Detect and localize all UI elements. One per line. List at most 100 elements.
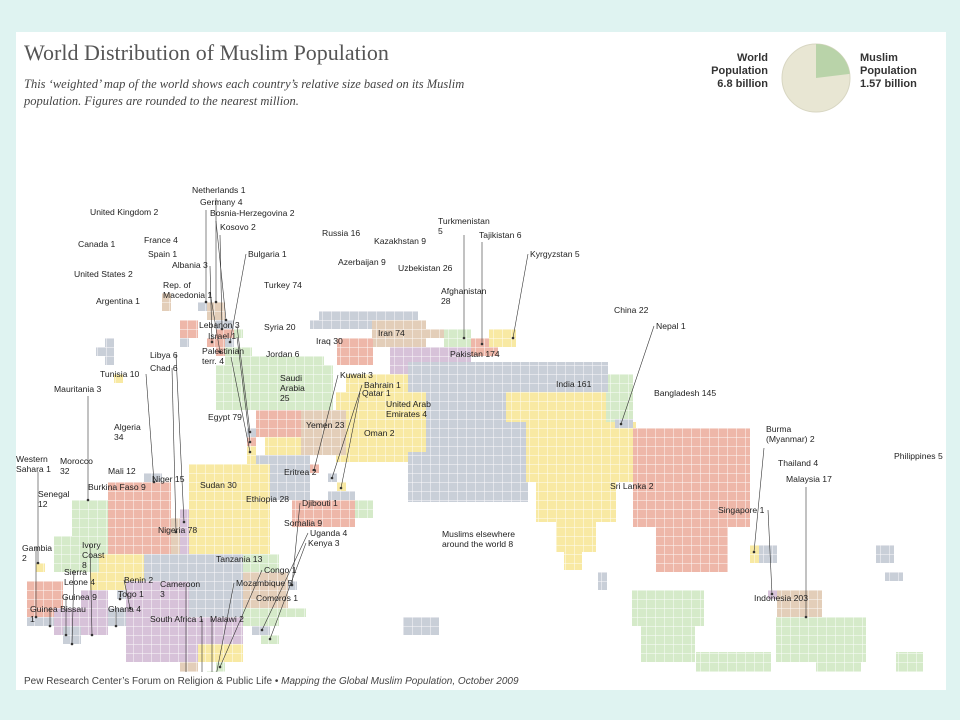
country-block-guinea-bissau [45,617,54,626]
country-block-togo [117,590,126,599]
country-label-line: Mali 12 [108,466,136,476]
country-label-philippines: Philippines 5 [894,451,943,461]
leader-dot-western-sahara [36,561,40,565]
country-label-nepal: Nepal 1 [656,321,686,331]
country-tile-grid [598,572,607,590]
leader-dot-togo [118,597,122,601]
country-block-spain [180,338,189,347]
country-label-line: Libya 6 [150,350,178,360]
country-tile-grid [776,617,866,662]
country-label-line: Ghana 4 [108,604,141,614]
country-label-line: Burkina Faso 9 [88,482,146,492]
source-organization: Pew Research Center’s Forum on Religion … [24,676,273,687]
country-label-line: 28 [441,296,451,306]
country-tile-grid [243,572,288,608]
country-label-bulgaria: Bulgaria 1 [248,249,287,259]
country-label-line: Tanzania 13 [216,554,263,564]
country-label-line: Netherlands 1 [192,185,246,195]
country-block-nepal [615,419,633,428]
country-label-line: Uganda 4 [310,528,347,538]
leader-line-benin [123,579,131,609]
leader-line-libya [175,354,185,523]
country-block-germany [207,302,225,320]
country-tile-grid [247,428,256,437]
leader-line-nepal [620,325,655,425]
country-label-thailand: Thailand 4 [778,458,818,468]
country-label-line: Tunisia 10 [100,369,140,379]
country-label-germany: Germany 4 [200,197,243,207]
country-label-line: Lebanon 3 [199,320,240,330]
leader-dot-uganda [260,628,264,632]
country-label-oman: Oman 2 [364,428,395,438]
country-tile-grid [216,365,333,410]
country-tile-grid [105,338,114,347]
country-label-mozambique: Mozambique 5 [236,578,293,588]
country-block-algeria [108,482,171,554]
country-block-libya [180,509,189,554]
country-tile-grid [279,608,306,617]
country-tile-grid [180,509,189,554]
country-label-burma-myanmar: Burma (Myanmar) 2 [766,424,815,444]
country-block-netherlands [198,302,207,311]
country-tile-grid [337,338,373,365]
country-tile-grid [27,617,45,626]
country-tile-grid [189,554,243,617]
country-block-western-sahara [36,563,45,572]
country-tile-grid [355,500,373,518]
country-label-line: Emirates 4 [386,409,427,419]
country-block-kosovo [216,329,234,338]
country-label-sri-lanka: Sri Lanka 2 [610,481,654,491]
country-block-ivory-coast [81,590,108,635]
country-label-line: Oman 2 [364,428,395,438]
country-label-line: Iran 74 [378,328,405,338]
country-label-sudan: Sudan 30 [200,480,237,490]
leader-dot-burma-myanmar [752,550,756,554]
country-label-kenya: Kenya 3 [308,538,340,548]
leader-dot-lebanon [248,430,252,434]
country-label-indonesia: Indonesia 203 [754,593,808,603]
country-label-line: Ivory [82,540,101,550]
country-block-egypt [189,464,270,554]
country-label-line: Uzbekistan 26 [398,263,453,273]
country-label-line: Canada 1 [78,239,115,249]
country-label-line: Guinea Bissau [30,604,86,614]
leader-line-kosovo [219,234,223,330]
country-label-turkey: Turkey 74 [264,280,302,290]
country-tile-grid [759,545,777,563]
leader-line-mozambique [216,582,235,672]
country-label-sierra-leone: Sierra Leone 4 [64,567,95,587]
leader-dot-israel [248,440,252,444]
leader-dot-kenya [268,637,272,641]
country-label-line: Chad 6 [150,363,178,373]
country-label-burkina-faso: Burkina Faso 9 [88,482,146,492]
country-tile-grid [45,617,54,626]
country-label-line: United Arab [386,399,431,409]
country-block-burma-myanmar [750,545,759,563]
country-block-bangladesh [633,428,750,572]
leader-dot-kuwait [312,468,316,472]
source-publication: Mapping the Global Muslim Population, Oc… [281,676,519,687]
country-label-line: Djibouti 1 [302,498,338,508]
country-label-line: Leone 4 [64,577,95,587]
country-block-turkmenistan [444,329,471,347]
leader-dot-turkmenistan [462,336,466,340]
country-block-niger [144,554,189,581]
country-block-chad [171,518,180,554]
leader-dot-bosnia-herzegovina [224,318,228,322]
country-label-line: 1 [30,614,35,624]
country-tile-grid [656,527,728,572]
leader-line-ivory-coast [89,543,93,636]
population-pie-chart [781,43,851,113]
country-block-bosnia-herzegovina [216,320,234,329]
country-label-line: 25 [280,393,290,403]
country-label-muslims-elsewhere-around-the-world: Muslims elsewhere around the world 8 [442,529,515,549]
country-label-ethiopia: Ethiopia 28 [246,494,289,504]
country-label-line: United States 2 [74,269,133,279]
country-label-line: Philippines 5 [894,451,943,461]
country-label-israel: Israel 1 [208,331,236,341]
country-tile-grid [180,338,189,347]
country-block-indonesia [632,590,923,672]
leader-dot-congo [218,665,222,669]
country-label-line: Afghanistan [441,286,487,296]
country-label-saudi-arabia: Saudi Arabia 25 [280,373,305,403]
